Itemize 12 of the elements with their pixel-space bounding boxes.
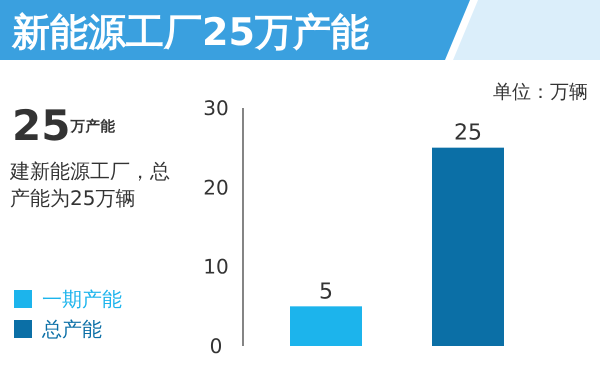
data-label: 25 [454,120,482,146]
text: 25$^{万产能}$ [12,101,116,150]
y-axis-title: 单位：万辆 [493,81,588,103]
y-tick-label: 0 [210,334,222,358]
text: 一期产能 [42,287,122,311]
y-tick-label: 10 [203,254,229,279]
text: 建新能源工厂，总产能为25万辆 [10,158,171,212]
y-tick-label: 20 [203,175,229,200]
data-label: 5 [319,279,333,304]
text: 总产能 [41,317,102,341]
y-tick-label: 30 [203,96,229,120]
chart-title: 新能源工厂25万产能 [11,10,369,54]
